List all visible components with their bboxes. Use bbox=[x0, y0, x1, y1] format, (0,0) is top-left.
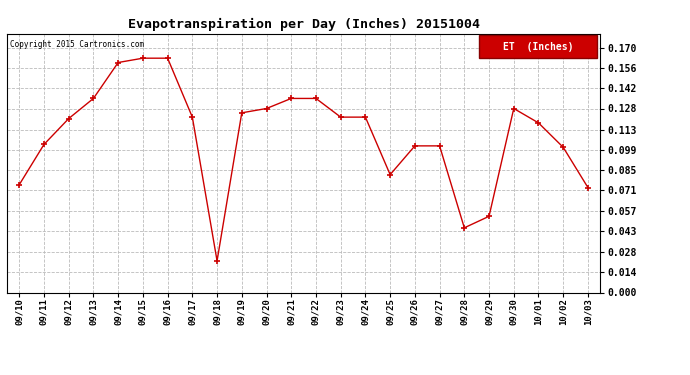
Text: Copyright 2015 Cartronics.com: Copyright 2015 Cartronics.com bbox=[10, 40, 144, 49]
Title: Evapotranspiration per Day (Inches) 20151004: Evapotranspiration per Day (Inches) 2015… bbox=[128, 18, 480, 31]
Bar bbox=[479, 35, 598, 58]
Text: ET  (Inches): ET (Inches) bbox=[503, 42, 573, 52]
